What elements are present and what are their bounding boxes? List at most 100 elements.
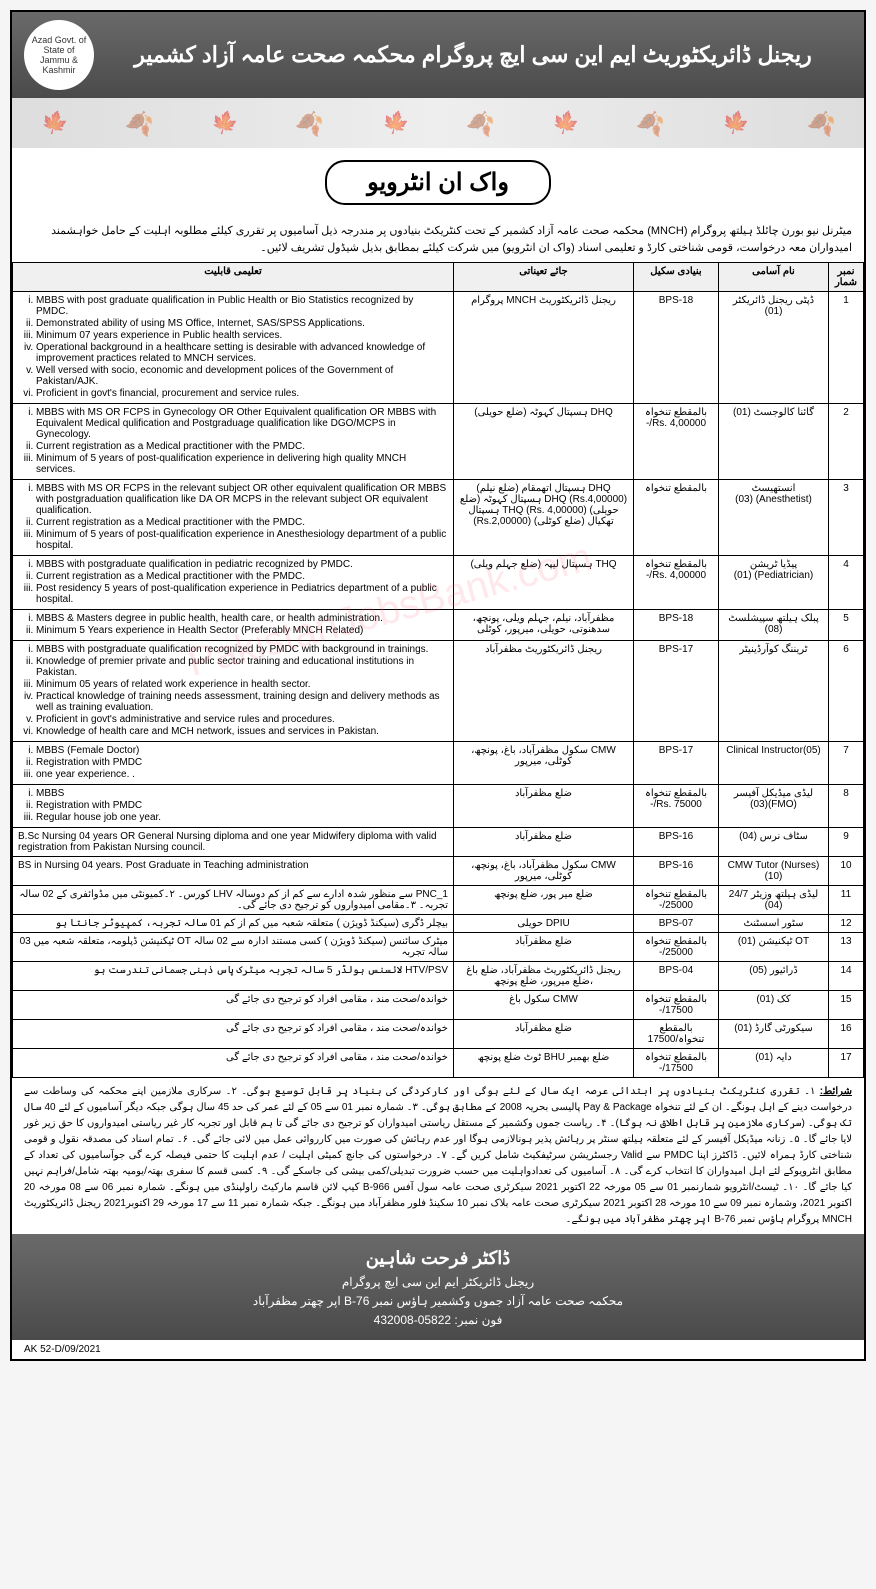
cell-post-name: سیکورٹی گارڈ (01) <box>719 1020 829 1049</box>
cell-sn: 13 <box>829 933 864 962</box>
cell-qualification: MBBS (Female Doctor)Registration with PM… <box>13 742 454 785</box>
cell-sn: 5 <box>829 610 864 641</box>
conditions-text: ۱۔ تقرری کنٹریکٹ بنیادوں پر ابتدائی عرصہ… <box>24 1086 852 1225</box>
cell-location: ضلع مظفرآباد <box>454 1020 634 1049</box>
table-row: MBBS with MS OR FCPS in Gynecology OR Ot… <box>13 404 864 480</box>
cell-scale: BPS-17 <box>634 742 719 785</box>
cell-location: ضلع مظفرآباد <box>454 828 634 857</box>
cell-sn: 6 <box>829 641 864 742</box>
cell-scale: بالمقطع تنخواہ 17500/- <box>634 1049 719 1078</box>
cell-sn: 9 <box>829 828 864 857</box>
cell-scale: بالمقطع تنخواہ/17500 <box>634 1020 719 1049</box>
cell-qualification: PNC_1 سے منظور شدہ ادارے سے کم از کم دوس… <box>13 886 454 915</box>
cell-scale: BPS-18 <box>634 292 719 404</box>
th-sn: نمبر شمار <box>829 263 864 292</box>
cell-scale: BPS-04 <box>634 962 719 991</box>
cell-post-name: سٹاف نرس (04) <box>719 828 829 857</box>
intro-paragraph: میٹرنل نیو بورن چائلڈ ہیلتھ پروگرام (MNC… <box>12 217 864 262</box>
cell-sn: 2 <box>829 404 864 480</box>
conditions-label: شرائط: <box>820 1086 852 1097</box>
cell-post-name: لیڈی میڈیکل آفیسر (FMO)(03) <box>719 785 829 828</box>
table-row: MBBS with MS OR FCPS in the relevant sub… <box>13 480 864 556</box>
cell-scale: بالمقطع تنخواہ Rs. 75000/- <box>634 785 719 828</box>
footer-bar: ڈاکٹر فرحت شاہین ریجنل ڈائریکٹر ایم این … <box>12 1234 864 1340</box>
subtitle-text: واک ان انٹرویو <box>325 160 551 205</box>
cell-location: ریجنل ڈائریکٹوریٹ مظفرآباد، ضلع باغ ،ضلع… <box>454 962 634 991</box>
cell-sn: 16 <box>829 1020 864 1049</box>
table-row: خواندہ/صحت مند ، مقامی افراد کو ترجیح دی… <box>13 1020 864 1049</box>
table-row: خواندہ/صحت مند ، مقامی افراد کو ترجیح دی… <box>13 1049 864 1078</box>
signatory-address: محکمہ صحت عامہ آزاد جموں وکشمیر ہاؤس نمب… <box>22 1292 854 1311</box>
leaf-pattern-decoration: 🍁🍂🍁🍂🍁🍂🍁🍂🍁🍂 <box>12 98 864 148</box>
cell-scale: BPS-16 <box>634 828 719 857</box>
cell-location: ضلع مظفرآباد <box>454 933 634 962</box>
reference-number: AK 52-D/09/2021 <box>12 1340 864 1359</box>
cell-sn: 14 <box>829 962 864 991</box>
cell-post-name: کک (01) <box>719 991 829 1020</box>
cell-qualification: B.Sc Nursing 04 years OR General Nursing… <box>13 828 454 857</box>
cell-qualification: MBBS with post graduate qualification in… <box>13 292 454 404</box>
table-row: BS in Nursing 04 years. Post Graduate in… <box>13 857 864 886</box>
table-row: B.Sc Nursing 04 years OR General Nursing… <box>13 828 864 857</box>
table-row: MBBS & Masters degree in public health, … <box>13 610 864 641</box>
table-row: بیچلر ڈگری (سیکنڈ ڈویژن ) متعلقہ شعبہ می… <box>13 915 864 933</box>
cell-post-name: OT ٹیکنیشن (01) <box>719 933 829 962</box>
cell-qualification: خواندہ/صحت مند ، مقامی افراد کو ترجیح دی… <box>13 991 454 1020</box>
cell-qualification: MBBS with postgraduate qualification rec… <box>13 641 454 742</box>
cell-sn: 7 <box>829 742 864 785</box>
cell-post-name: ٹریننگ کوآرڈینیٹر <box>719 641 829 742</box>
table-row: HTV/PSV لائسنس ہولڈر 5 سالہ تجربہ میٹرک … <box>13 962 864 991</box>
cell-location: ریجنل ڈائریکٹوریٹ مظفرآباد <box>454 641 634 742</box>
header-bar: ریجنل ڈائریکٹوریٹ ایم این سی ایچ پروگرام… <box>12 12 864 98</box>
table-row: PNC_1 سے منظور شدہ ادارے سے کم از کم دوس… <box>13 886 864 915</box>
conditions-section: شرائط: ۱۔ تقرری کنٹریکٹ بنیادوں پر ابتدا… <box>12 1078 864 1234</box>
cell-location: CMW سکول باغ <box>454 991 634 1020</box>
cell-scale: BPS-07 <box>634 915 719 933</box>
cell-qualification: HTV/PSV لائسنس ہولڈر 5 سالہ تجربہ میٹرک … <box>13 962 454 991</box>
cell-qualification: BS in Nursing 04 years. Post Graduate in… <box>13 857 454 886</box>
cell-post-name: سٹور اسسٹنٹ <box>719 915 829 933</box>
cell-sn: 3 <box>829 480 864 556</box>
signatory-phone: فون نمبر: 05822-432008 <box>22 1311 854 1330</box>
cell-post-name: دایہ (01) <box>719 1049 829 1078</box>
th-scale: بنیادی سکیل <box>634 263 719 292</box>
table-row: خواندہ/صحت مند ، مقامی افراد کو ترجیح دی… <box>13 991 864 1020</box>
table-header-row: تعلیمی قابلیت جائے تعیناتی بنیادی سکیل ن… <box>13 263 864 292</box>
cell-location: ضلع بھمبر BHU ٹوٹ ضلع پونچھ <box>454 1049 634 1078</box>
cell-scale: BPS-18 <box>634 610 719 641</box>
cell-post-name: Clinical Instructor(05) <box>719 742 829 785</box>
cell-post-name: پیڈیا ٹریشن (Pediatrician) (01) <box>719 556 829 610</box>
cell-qualification: MBBSRegistration with PMDCRegular house … <box>13 785 454 828</box>
cell-sn: 1 <box>829 292 864 404</box>
th-qualification: تعلیمی قابلیت <box>13 263 454 292</box>
signatory-designation: ریجنل ڈائریکٹر ایم این سی ایچ پروگرام <box>22 1273 854 1292</box>
table-row: MBBS (Female Doctor)Registration with PM… <box>13 742 864 785</box>
table-row: میٹرک سائنس (سیکنڈ ڈویژن ) کسی مستند ادا… <box>13 933 864 962</box>
table-row: MBBS with post graduate qualification in… <box>13 292 864 404</box>
cell-qualification: خواندہ/صحت مند ، مقامی افراد کو ترجیح دی… <box>13 1049 454 1078</box>
cell-post-name: CMW Tutor (Nurses)(10) <box>719 857 829 886</box>
cell-post-name: انستھیسٹ (Anesthetist) (03) <box>719 480 829 556</box>
cell-post-name: گائنا کالوجسٹ (01) <box>719 404 829 480</box>
cell-qualification: میٹرک سائنس (سیکنڈ ڈویژن ) کسی مستند ادا… <box>13 933 454 962</box>
cell-location: ضلع میر پور، ضلع پونچھ <box>454 886 634 915</box>
cell-sn: 4 <box>829 556 864 610</box>
cell-qualification: بیچلر ڈگری (سیکنڈ ڈویژن ) متعلقہ شعبہ می… <box>13 915 454 933</box>
cell-qualification: MBBS with postgraduate qualification in … <box>13 556 454 610</box>
cell-scale: بالمقطع تنخواہ <box>634 480 719 556</box>
cell-location: CMW سکول مظفرآباد، باغ، پونچھ، کوٹلی، می… <box>454 742 634 785</box>
cell-scale: BPS-16 <box>634 857 719 886</box>
cell-post-name: ڈپٹی ریجنل ڈائریکٹر (01) <box>719 292 829 404</box>
cell-location: THQ ہسپتال لیپہ (ضلع جہلم ویلی) <box>454 556 634 610</box>
vacancies-table: تعلیمی قابلیت جائے تعیناتی بنیادی سکیل ن… <box>12 262 864 1078</box>
cell-sn: 12 <box>829 915 864 933</box>
cell-qualification: MBBS with MS OR FCPS in Gynecology OR Ot… <box>13 404 454 480</box>
cell-location: CMW سکول مظفرآباد، باغ، پونچھ، کوٹلی، می… <box>454 857 634 886</box>
cell-location: DHQ ہسپتال کہوٹہ (ضلع حویلی) <box>454 404 634 480</box>
cell-sn: 17 <box>829 1049 864 1078</box>
cell-location: ضلع مظفرآباد <box>454 785 634 828</box>
cell-sn: 8 <box>829 785 864 828</box>
govt-logo: Azad Govt. of State of Jammu & Kashmir <box>24 20 94 90</box>
cell-sn: 10 <box>829 857 864 886</box>
cell-scale: BPS-17 <box>634 641 719 742</box>
